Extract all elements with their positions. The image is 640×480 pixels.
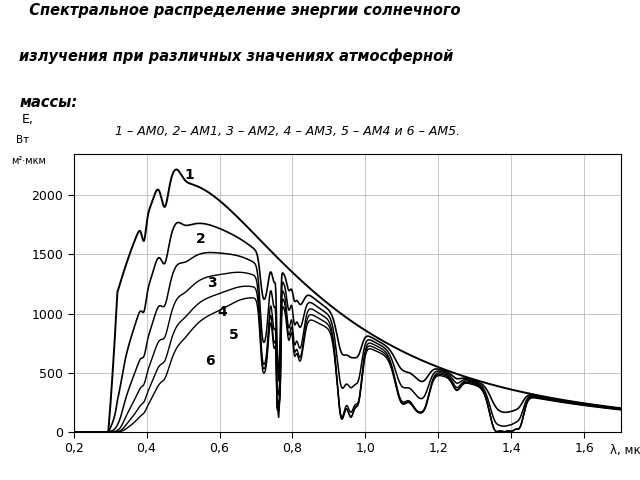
Text: 6: 6: [205, 354, 214, 368]
Text: 3: 3: [207, 276, 216, 290]
Text: 1: 1: [185, 168, 195, 182]
Text: Е,: Е,: [22, 113, 33, 126]
Text: излучения при различных значениях атмосферной: излучения при различных значениях атмосф…: [19, 49, 454, 64]
Text: λ, мкм: λ, мкм: [610, 444, 640, 457]
Text: 4: 4: [218, 305, 227, 319]
Text: массы:: массы:: [19, 95, 77, 110]
Text: 1 – АМ0, 2– АМ1, 3 – АМ2, 4 – АМ3, 5 – АМ4 и 6 – АМ5.: 1 – АМ0, 2– АМ1, 3 – АМ2, 4 – АМ3, 5 – А…: [115, 125, 460, 138]
Text: 5: 5: [228, 328, 238, 342]
Text: Вт: Вт: [16, 135, 29, 145]
Text: м²·мкм: м²·мкм: [11, 156, 45, 166]
Text: 2: 2: [196, 232, 205, 246]
Text: Спектральное распределение энергии солнечного: Спектральное распределение энергии солне…: [19, 3, 461, 18]
